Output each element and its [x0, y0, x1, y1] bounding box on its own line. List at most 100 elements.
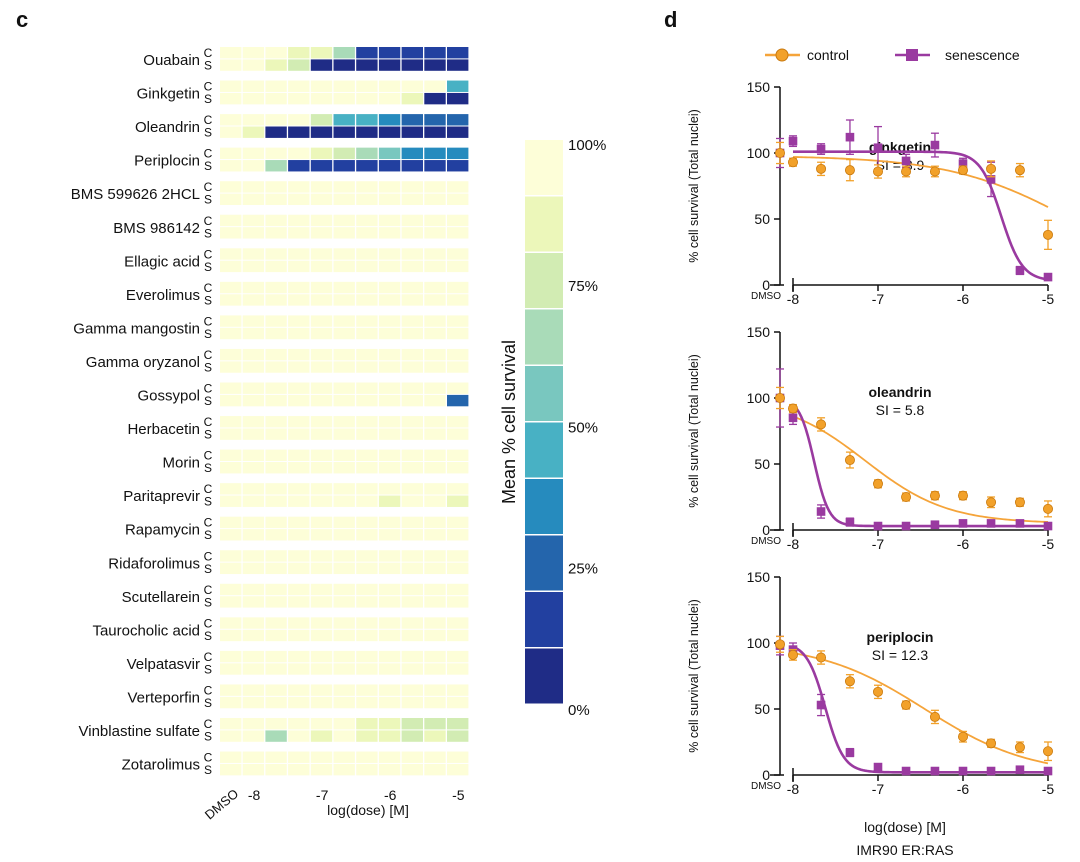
heatmap-cell — [378, 147, 401, 160]
heatmap-x-tick-label: -5 — [452, 787, 465, 803]
data-point-control — [788, 649, 799, 660]
heatmap-row-type-s: S — [204, 629, 212, 643]
heatmap-cell — [310, 449, 333, 461]
heatmap-cell — [356, 751, 378, 763]
heatmap-cell — [447, 629, 469, 642]
heatmap-cell — [356, 147, 378, 160]
colorbar-segment — [525, 422, 563, 478]
heatmap-cell — [401, 394, 423, 407]
heatmap-cell — [356, 696, 378, 709]
heatmap-cell — [310, 763, 333, 776]
heatmap-cell — [333, 449, 355, 461]
heatmap-cell — [378, 80, 401, 92]
data-point-senescence — [901, 156, 911, 166]
y-tick-label: 100 — [747, 145, 771, 161]
y-tick-label: 0 — [762, 767, 770, 783]
heatmap-row-type-c: C — [204, 314, 213, 328]
heatmap-row-label: Herbacetin — [127, 421, 200, 438]
heatmap-cell — [447, 529, 469, 541]
heatmap-cell — [310, 428, 333, 440]
heatmap-cell — [333, 495, 355, 507]
heatmap-cell — [220, 629, 242, 642]
heatmap-cell — [333, 684, 355, 696]
heatmap-cell — [356, 260, 378, 273]
heatmap-cell — [356, 193, 378, 205]
heatmap-row-label: Oleandrin — [135, 119, 200, 136]
colorbar-segment — [525, 253, 563, 308]
heatmap-cell — [356, 583, 378, 596]
heatmap-cell — [288, 684, 310, 696]
y-tick-label: 50 — [754, 211, 770, 227]
heatmap-cell — [242, 59, 265, 71]
heatmap-cell — [310, 348, 333, 361]
heatmap-cell — [378, 428, 401, 440]
heatmap-cell — [424, 650, 446, 663]
heatmap-cell — [310, 529, 333, 541]
heatmap-cell — [401, 294, 423, 306]
heatmap-cell — [242, 214, 265, 227]
heatmap-cell — [333, 114, 355, 126]
heatmap-cell — [424, 214, 446, 227]
heatmap-cell — [310, 516, 333, 529]
heatmap-cell — [378, 281, 401, 294]
colorbar-tick-label: 25% — [568, 561, 598, 578]
heatmap-cell — [220, 394, 242, 407]
panel-d-footnote: IMR90 ER:RAS — [856, 842, 953, 858]
heatmap-row-type-c: C — [204, 180, 213, 194]
data-point-senescence — [873, 762, 883, 772]
heatmap-cell — [242, 92, 265, 105]
heatmap-cell — [424, 483, 446, 495]
heatmap-cell — [333, 394, 355, 407]
dose-response-chart-ginkgetin: 0 50 100 150 % cell survival (Total nuclei) D… — [687, 79, 1054, 307]
heatmap-cell — [401, 663, 423, 675]
heatmap-cell — [356, 327, 378, 340]
heatmap-cell — [401, 583, 423, 596]
data-point-senescence — [1015, 266, 1025, 275]
heatmap-cell — [310, 550, 333, 562]
heatmap-cell — [356, 730, 378, 742]
heatmap-cell — [288, 92, 310, 105]
heatmap-cell — [288, 529, 310, 541]
heatmap-cell — [220, 462, 242, 474]
heatmap-cell — [288, 562, 310, 575]
heatmap-cell — [310, 562, 333, 575]
heatmap-cell — [333, 663, 355, 675]
heatmap-cell — [288, 449, 310, 461]
heatmap-row-label: Verteporfin — [127, 689, 200, 706]
data-point-senescence — [1043, 521, 1053, 531]
data-point-senescence — [901, 521, 911, 531]
heatmap-cell — [424, 160, 446, 172]
heatmap-cell — [242, 663, 265, 675]
data-point-control — [929, 166, 940, 177]
heatmap-cell — [356, 763, 378, 776]
x-tick-label-dmso: DMSO — [751, 291, 781, 302]
data-point-control — [844, 676, 855, 687]
heatmap-cell — [424, 495, 446, 507]
colorbar-segment — [525, 648, 563, 704]
heatmap-cell — [378, 483, 401, 495]
heatmap-cell — [242, 416, 265, 428]
heatmap-cell — [447, 550, 469, 562]
heatmap-cell — [333, 382, 355, 394]
data-point-senescence — [986, 519, 996, 528]
heatmap-cell — [265, 617, 287, 629]
heatmap-cell — [401, 483, 423, 495]
heatmap-row-type-c: C — [204, 683, 213, 697]
colorbar-tick-label: 0% — [568, 702, 590, 719]
legend-control-label: control — [807, 47, 849, 63]
heatmap-cell — [242, 583, 265, 596]
data-point-control — [901, 700, 912, 711]
heatmap-cell — [242, 126, 265, 138]
heatmap-cell — [242, 428, 265, 440]
heatmap-cell — [356, 348, 378, 361]
heatmap-cell — [333, 516, 355, 529]
heatmap-cell — [310, 114, 333, 126]
data-point-control — [986, 738, 997, 749]
heatmap-cell — [401, 361, 423, 373]
data-point-control — [929, 490, 940, 501]
heatmap-row-type-s: S — [204, 59, 212, 73]
data-point-control — [775, 392, 786, 403]
fit-curve-senescence — [793, 150, 1049, 281]
heatmap-row-type-s: S — [204, 126, 212, 140]
